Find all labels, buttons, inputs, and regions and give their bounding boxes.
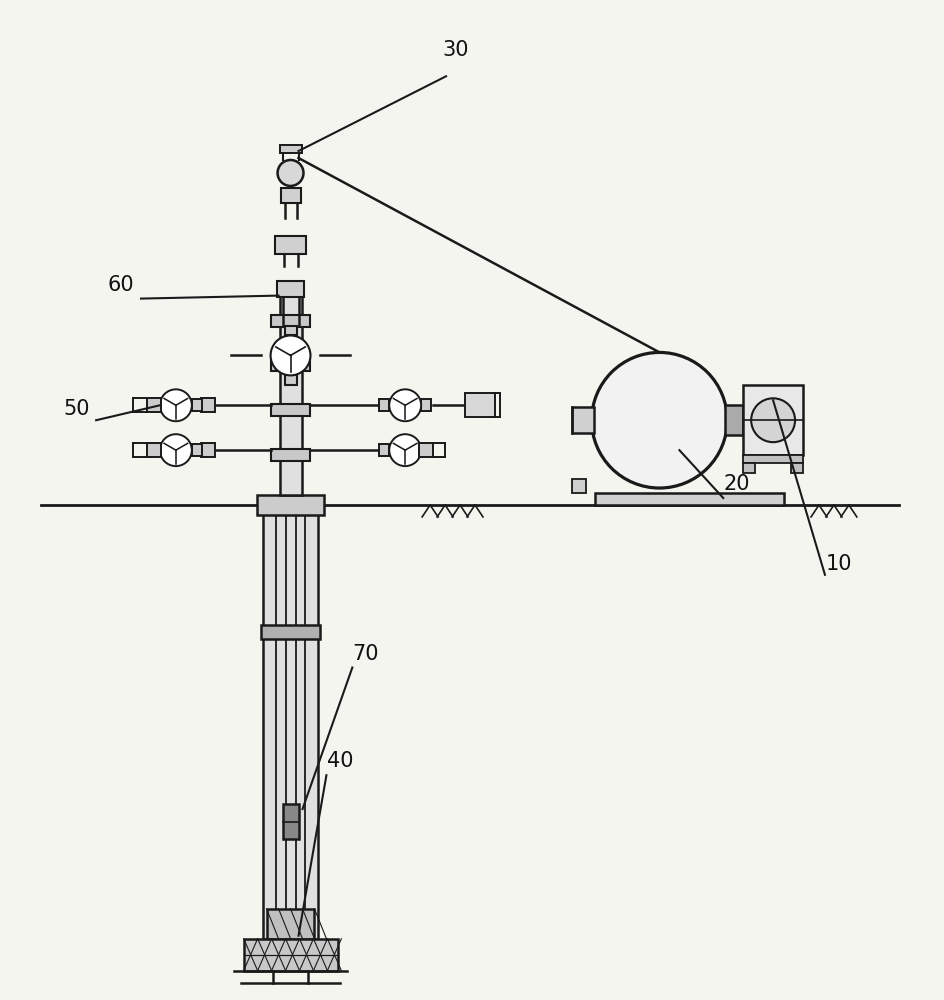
Bar (725, 405, 743, 435)
Bar (284, 924, 296, 952)
Bar (279, 145, 301, 153)
Bar (379, 399, 389, 411)
Bar (271, 315, 311, 327)
Circle shape (160, 389, 192, 421)
Bar (275, 236, 307, 254)
Bar (282, 804, 298, 839)
Bar (266, 909, 314, 939)
Bar (743, 463, 755, 473)
Bar (150, 444, 160, 456)
Bar (791, 463, 803, 473)
Bar (147, 443, 160, 457)
Bar (572, 479, 585, 493)
Bar (271, 359, 311, 371)
Text: 60: 60 (108, 275, 134, 295)
Circle shape (751, 398, 795, 442)
Circle shape (271, 335, 311, 375)
Bar (421, 399, 431, 411)
Bar (743, 455, 803, 463)
Text: 50: 50 (63, 399, 90, 419)
Text: 10: 10 (826, 554, 852, 574)
Bar (595, 493, 784, 505)
Bar (280, 188, 300, 203)
Text: 40: 40 (328, 751, 354, 771)
Bar (419, 443, 433, 457)
Bar (465, 393, 495, 417)
Bar (257, 495, 325, 515)
Bar (279, 286, 301, 495)
Bar (379, 444, 389, 456)
Text: 70: 70 (352, 644, 379, 664)
Bar (147, 398, 160, 412)
Bar (421, 444, 431, 456)
Text: 20: 20 (724, 474, 750, 494)
Bar (192, 399, 202, 411)
Bar (284, 326, 296, 335)
Circle shape (389, 434, 421, 466)
Text: 30: 30 (443, 40, 469, 60)
Bar (271, 449, 311, 461)
Bar (192, 444, 202, 456)
Bar (572, 407, 594, 433)
Bar (284, 375, 296, 385)
Bar (201, 398, 214, 412)
Circle shape (592, 352, 727, 488)
Circle shape (160, 434, 192, 466)
Bar (271, 404, 311, 416)
Bar (261, 625, 320, 639)
Bar (150, 399, 160, 411)
Bar (262, 513, 318, 939)
Bar (244, 939, 338, 971)
Circle shape (389, 389, 421, 421)
Circle shape (278, 160, 304, 186)
Bar (743, 385, 803, 455)
Bar (201, 443, 214, 457)
Bar (277, 281, 305, 297)
